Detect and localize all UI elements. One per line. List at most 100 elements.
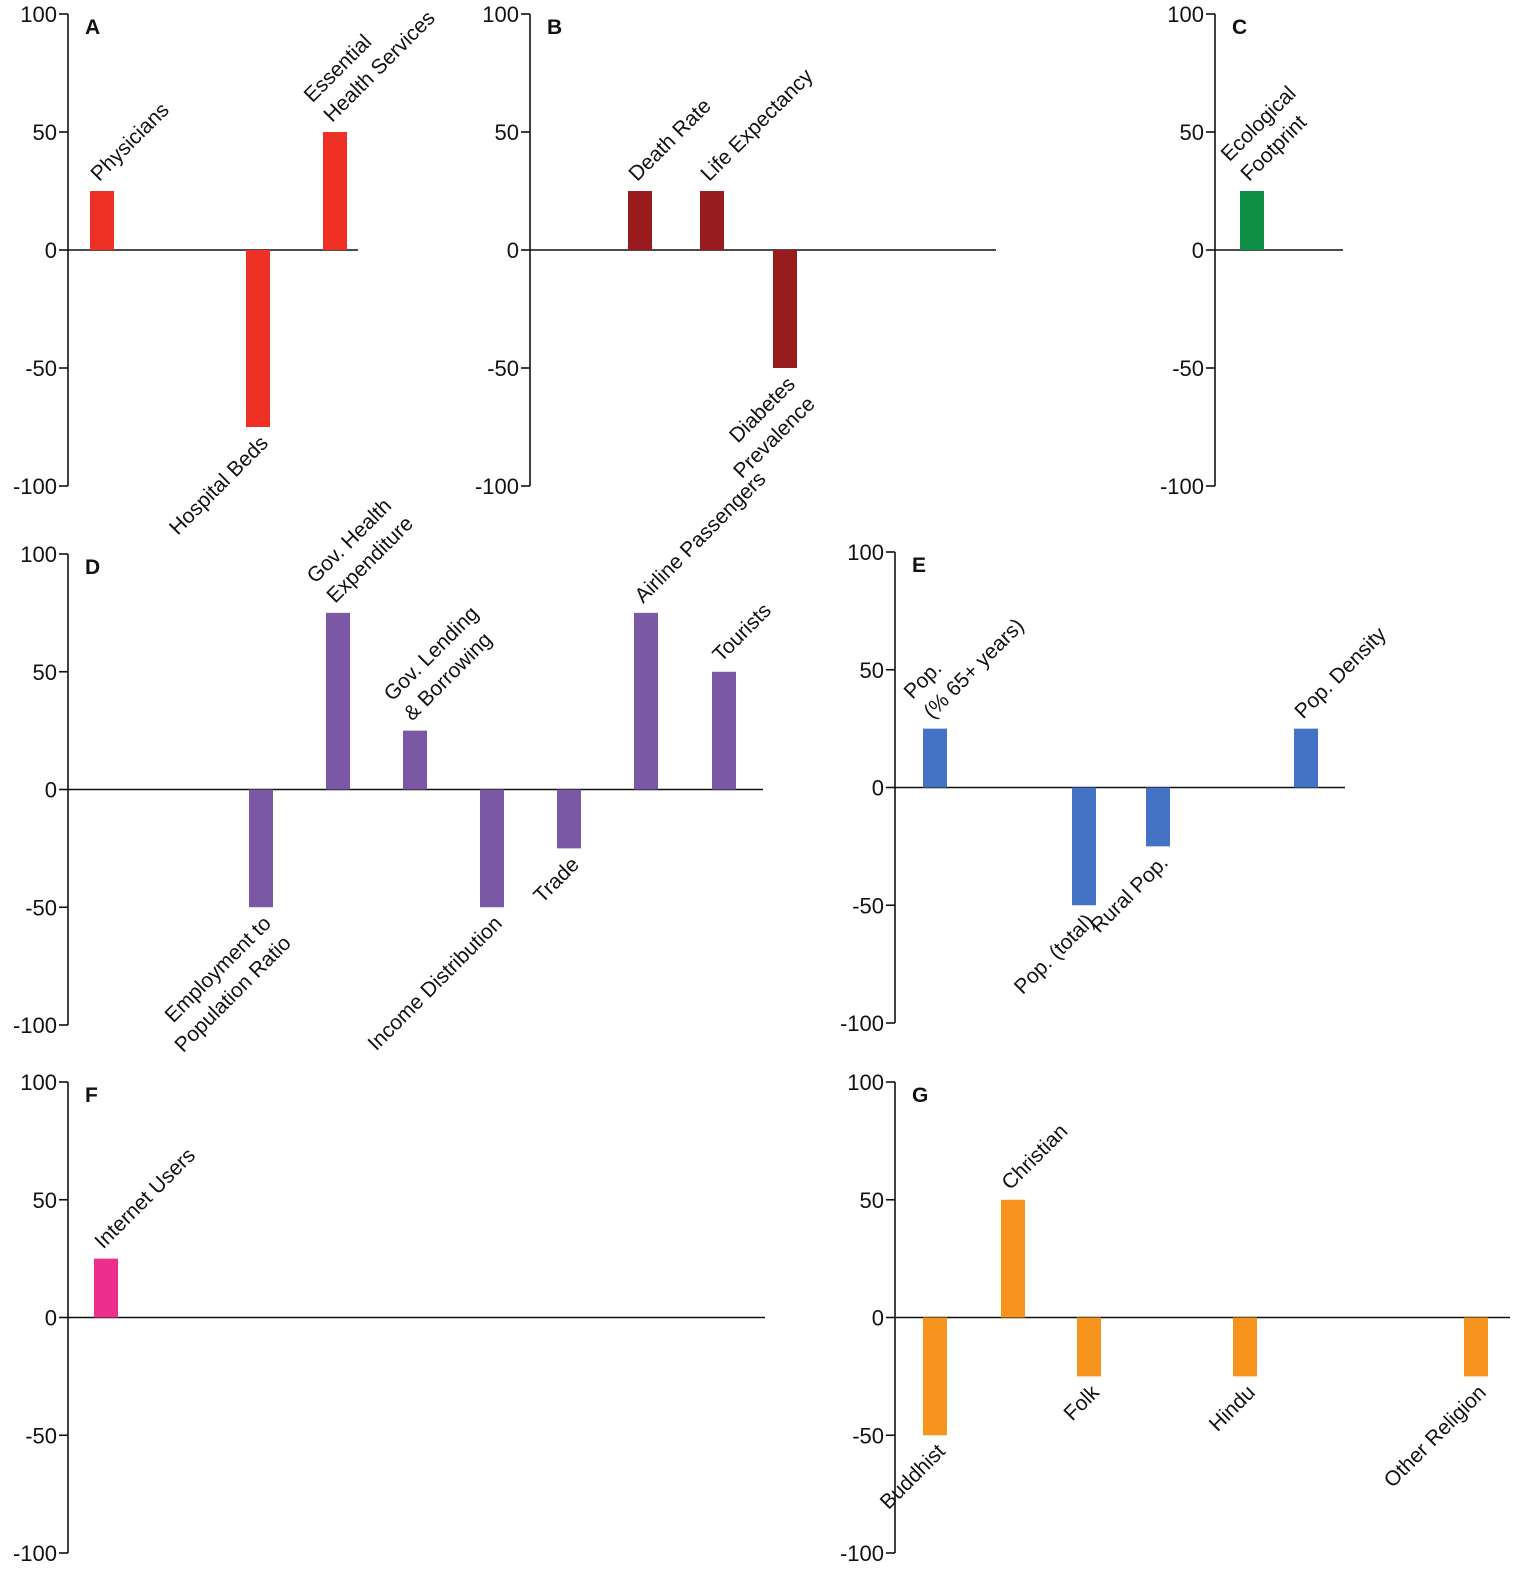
panel-a-tick-label: -100 — [13, 474, 57, 499]
bar-income-distribution — [480, 789, 504, 908]
bar-label-pop-total: Pop. (total) — [1010, 910, 1099, 999]
panel-a-tick-label: 50 — [33, 120, 57, 145]
bar-pop-65-years — [923, 728, 947, 788]
bar-label-line: Christian — [997, 1120, 1072, 1195]
bar-label-line: Trade — [529, 853, 584, 908]
bar-gov-lending-borrowing — [403, 730, 427, 790]
panel-d-tick-label: -50 — [25, 895, 57, 920]
bar-pop-density — [1294, 728, 1318, 788]
panel-g-letter: G — [912, 1084, 928, 1107]
bar-label-internet-users: Internet Users — [90, 1144, 200, 1254]
panel-b-tick-label: 0 — [507, 238, 519, 263]
bar-ecological-footprint — [1240, 191, 1264, 250]
bar-label-line: Income Distribution — [363, 912, 506, 1055]
bar-label-physicians: Physicians — [86, 98, 173, 185]
bar-label-folk: Folk — [1060, 1381, 1105, 1426]
bar-label-line: Life Expectancy — [696, 64, 817, 185]
panel-g-tick-label: 100 — [847, 1070, 884, 1095]
panel-c-tick-label: -100 — [1160, 474, 1204, 499]
bar-label-gov-lending-borrowing: Gov. Lending& Borrowing — [380, 602, 497, 725]
panel-c-tick-label: 50 — [1180, 120, 1204, 145]
panel-g-tick-label: -100 — [840, 1541, 884, 1566]
panel-e-tick-label: 0 — [872, 776, 884, 801]
panel-e-tick-label: -100 — [840, 1011, 884, 1036]
panel-a-letter: A — [85, 16, 100, 39]
bar-rural-pop — [1146, 787, 1170, 847]
bar-label-life-expectancy: Life Expectancy — [696, 64, 817, 185]
bar-label-tourists: Tourists — [708, 599, 775, 666]
bar-label-buddhist: Buddhist — [876, 1440, 950, 1514]
bar-label-line: Pop. Density — [1290, 623, 1391, 724]
panel-b-tick-label: 50 — [495, 120, 519, 145]
bar-label-line: Other Religion — [1380, 1381, 1491, 1492]
bar-label-pop-density: Pop. Density — [1290, 623, 1391, 724]
bar-hindu — [1233, 1317, 1257, 1377]
bar-label-line: Physicians — [86, 98, 173, 185]
bar-label-line: Airline Passengers — [630, 468, 770, 608]
bar-label-line: Rural Pop. — [1086, 851, 1172, 937]
panel-d-tick-label: 0 — [45, 778, 57, 803]
panel-a-tick-label: 100 — [20, 2, 57, 27]
bar-christian — [1001, 1199, 1025, 1318]
panel-g-tick-label: -50 — [852, 1423, 884, 1448]
bar-label-line: Hospital Beds — [165, 432, 273, 540]
bar-label-other-religion: Other Religion — [1380, 1381, 1491, 1492]
bar-physicians — [90, 191, 114, 250]
bar-essential-health-services — [323, 132, 347, 250]
panel-e-letter: E — [912, 554, 926, 577]
panel-d-tick-label: 50 — [33, 660, 57, 685]
panel-e-tick-label: 50 — [860, 658, 884, 683]
panel-c-letter: C — [1232, 16, 1247, 39]
bar-other-religion — [1464, 1317, 1488, 1377]
bar-label-rural-pop: Rural Pop. — [1086, 851, 1172, 937]
bar-pop-total — [1072, 787, 1096, 906]
bar-label-line: Buddhist — [876, 1440, 950, 1514]
bar-trade — [557, 789, 581, 849]
panel-f-tick-label: -50 — [25, 1423, 57, 1448]
bar-gov-health-expenditure — [326, 612, 350, 790]
panel-d-letter: D — [85, 556, 100, 579]
bar-death-rate — [628, 191, 652, 250]
bar-employment-to-population-ratio — [249, 789, 273, 908]
bar-folk — [1077, 1317, 1101, 1377]
panel-a-tick-label: 0 — [45, 238, 57, 263]
bar-label-hospital-beds: Hospital Beds — [165, 432, 273, 540]
panel-d-tick-label: 100 — [20, 542, 57, 567]
bar-label-pop-65-years: Pop.(% 65+ years) — [900, 614, 1029, 723]
panel-f-letter: F — [85, 1084, 98, 1107]
panel-f-tick-label: 0 — [45, 1306, 57, 1331]
panel-a: A 100 50 0 -50 -100 Physicians Hospital Beds Ess… — [13, 2, 440, 540]
bar-life-expectancy — [700, 191, 724, 250]
panel-g-tick-label: 0 — [872, 1306, 884, 1331]
panel-e-tick-label: -50 — [852, 893, 884, 918]
bar-label-line: Folk — [1060, 1381, 1105, 1426]
panel-b-tick-label: -50 — [487, 356, 519, 381]
bar-diabetes-prevalence — [773, 250, 797, 368]
panel-f: F 100 50 0 -50 -100 Internet Users — [13, 1070, 765, 1566]
panel-c-tick-label: -50 — [1172, 356, 1204, 381]
bar-label-line: Hindu — [1205, 1381, 1260, 1436]
panel-b-letter: B — [547, 16, 562, 39]
panel-f-tick-label: 50 — [33, 1188, 57, 1213]
panel-c-tick-label: 100 — [1167, 2, 1204, 27]
bar-label-line: Tourists — [708, 599, 775, 666]
bar-label-airline-passengers: Airline Passengers — [630, 468, 770, 608]
panel-e-tick-label: 100 — [847, 540, 884, 565]
panel-c-tick-label: 0 — [1192, 238, 1204, 263]
bar-label-trade: Trade — [529, 853, 584, 908]
panel-a-tick-label: -50 — [25, 356, 57, 381]
panel-f-tick-label: 100 — [20, 1070, 57, 1095]
bar-airline-passengers — [634, 612, 658, 790]
panel-g: G 100 50 0 -50 -100 Buddhist Christian Folk Hindu… — [840, 1070, 1510, 1566]
bar-label-line: Pop. (total) — [1010, 910, 1099, 999]
bar-label-line: Internet Users — [90, 1144, 200, 1254]
